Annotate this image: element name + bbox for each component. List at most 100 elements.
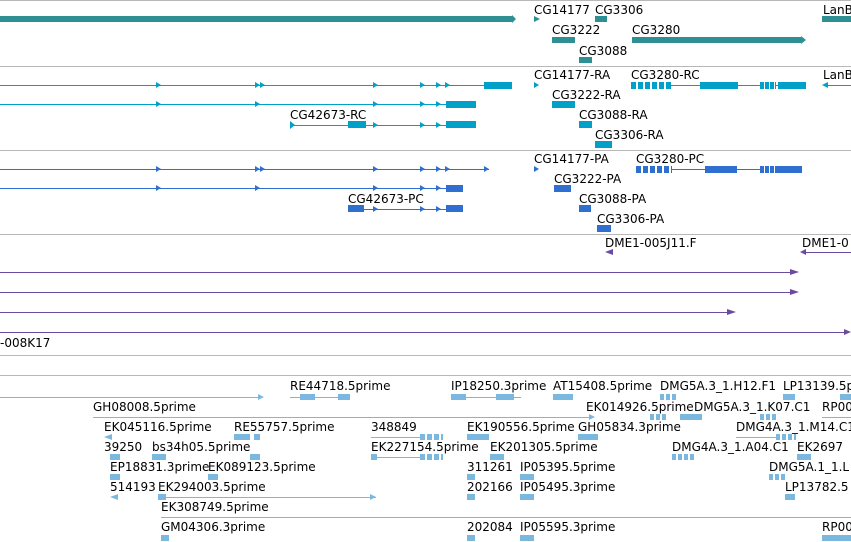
- transcript-exon[interactable]: [552, 101, 575, 108]
- est-block[interactable]: [110, 474, 120, 480]
- est-block[interactable]: [520, 535, 534, 541]
- protein-exon[interactable]: [636, 166, 672, 173]
- est-label[interactable]: DMG5A.1_1.L: [769, 460, 850, 474]
- protein-exon[interactable]: [446, 205, 463, 212]
- est-block[interactable]: [467, 434, 489, 440]
- gene-label[interactable]: CG14177: [534, 3, 590, 17]
- est-block[interactable]: [660, 394, 678, 400]
- est-label[interactable]: LP13782.5: [785, 480, 849, 494]
- est-label[interactable]: 514193: [110, 480, 156, 494]
- est-block[interactable]: [158, 494, 166, 500]
- clone-line[interactable]: [0, 312, 728, 313]
- est-label[interactable]: 348849: [371, 420, 417, 434]
- protein-exon[interactable]: [705, 166, 737, 173]
- est-label[interactable]: GM04306.3prime: [161, 520, 266, 534]
- gene-feature[interactable]: [579, 57, 592, 63]
- transcript-exon[interactable]: [579, 121, 592, 128]
- transcript-label[interactable]: CG3280-RC: [631, 68, 700, 82]
- est-line[interactable]: [0, 397, 262, 398]
- est-block[interactable]: [467, 474, 475, 480]
- est-label[interactable]: GH08008.5prime: [93, 400, 196, 414]
- est-block[interactable]: [650, 414, 668, 420]
- est-label[interactable]: AT15408.5prime: [553, 379, 653, 393]
- est-block[interactable]: [467, 535, 475, 541]
- est-block[interactable]: [420, 434, 443, 440]
- est-block[interactable]: [300, 394, 315, 400]
- est-label[interactable]: IP05595.3prime: [520, 520, 616, 534]
- est-block[interactable]: [680, 414, 694, 420]
- clone-line[interactable]: [0, 272, 791, 273]
- transcript-exon[interactable]: [778, 82, 806, 89]
- est-label[interactable]: IP18250.3prime: [451, 379, 547, 393]
- est-block[interactable]: [797, 454, 811, 460]
- protein-exon[interactable]: [760, 166, 778, 173]
- est-block[interactable]: [520, 474, 534, 480]
- est-block[interactable]: [672, 454, 694, 460]
- est-block[interactable]: [490, 454, 504, 460]
- est-block[interactable]: [520, 494, 534, 500]
- transcript-exon[interactable]: [484, 82, 512, 89]
- est-label[interactable]: GH05834.3prime: [578, 420, 681, 434]
- est-block[interactable]: [110, 454, 120, 460]
- transcript-label[interactable]: CG3306-RA: [595, 128, 664, 142]
- transcript-label[interactable]: LanB: [823, 68, 851, 82]
- transcript-exon[interactable]: [446, 101, 476, 108]
- gene-label[interactable]: CG3306: [595, 3, 644, 17]
- est-block[interactable]: [234, 434, 250, 440]
- est-label[interactable]: EK308749.5prime: [161, 500, 269, 514]
- est-label[interactable]: 202084: [467, 520, 513, 534]
- transcript-exon[interactable]: [595, 141, 612, 148]
- est-block[interactable]: [553, 394, 573, 400]
- clone-label[interactable]: -008K17: [0, 336, 51, 350]
- gene-label[interactable]: CG3280: [632, 23, 681, 37]
- protein-exon[interactable]: [446, 185, 463, 192]
- gene-label[interactable]: CG3222: [552, 23, 601, 37]
- est-label[interactable]: bs34h05.5prime: [152, 440, 251, 454]
- est-label[interactable]: RP00: [822, 520, 851, 534]
- est-label[interactable]: IP05495.3prime: [520, 480, 616, 494]
- gene-feature[interactable]: [595, 16, 607, 22]
- est-label[interactable]: 311261: [467, 460, 513, 474]
- gene-feature[interactable]: [552, 37, 575, 43]
- est-block[interactable]: [254, 434, 260, 440]
- est-label[interactable]: EK045116.5prime: [104, 420, 212, 434]
- est-block[interactable]: [822, 535, 851, 541]
- est-label[interactable]: 39250: [104, 440, 143, 454]
- est-line[interactable]: [451, 397, 521, 398]
- clone-label[interactable]: DME1-0: [802, 236, 849, 250]
- est-block[interactable]: [467, 494, 475, 500]
- est-label[interactable]: DMG4A.3_1.M14.C1: [736, 420, 851, 434]
- gene-label[interactable]: CG3088: [579, 44, 628, 58]
- protein-label[interactable]: CG3088-PA: [579, 192, 647, 206]
- transcript-label[interactable]: CG3088-RA: [579, 108, 648, 122]
- transcript-exon[interactable]: [446, 121, 476, 128]
- est-line[interactable]: [93, 417, 593, 418]
- est-block[interactable]: [840, 394, 851, 400]
- est-block[interactable]: [783, 394, 795, 400]
- transcript-exon[interactable]: [700, 82, 738, 89]
- est-label[interactable]: RE55757.5prime: [234, 420, 335, 434]
- protein-exon[interactable]: [348, 205, 364, 212]
- protein-label[interactable]: CG3222-PA: [554, 172, 622, 186]
- est-block[interactable]: [338, 394, 350, 400]
- est-label[interactable]: EP18831.3prime: [110, 460, 210, 474]
- protein-label[interactable]: CG3280-PC: [636, 152, 705, 166]
- transcript-exon[interactable]: [631, 82, 671, 89]
- est-block[interactable]: [776, 434, 796, 440]
- est-label[interactable]: IP05395.5prime: [520, 460, 616, 474]
- transcript-label[interactable]: CG3222-RA: [552, 88, 621, 102]
- est-line[interactable]: [736, 437, 796, 438]
- clone-line[interactable]: [0, 332, 845, 333]
- est-label[interactable]: DMG5A.3_1.H12.F1: [660, 379, 777, 393]
- est-block[interactable]: [769, 474, 787, 480]
- est-label[interactable]: RP00: [822, 400, 851, 414]
- est-label[interactable]: EK2697: [797, 440, 843, 454]
- est-label[interactable]: RE44718.5prime: [290, 379, 391, 393]
- est-block[interactable]: [420, 454, 443, 460]
- est-line[interactable]: [371, 457, 443, 458]
- protein-exon[interactable]: [778, 166, 802, 173]
- clone-line[interactable]: [806, 252, 851, 253]
- est-block[interactable]: [161, 535, 169, 541]
- est-label[interactable]: EK089123.5prime: [208, 460, 316, 474]
- protein-label[interactable]: CG3306-PA: [597, 212, 665, 226]
